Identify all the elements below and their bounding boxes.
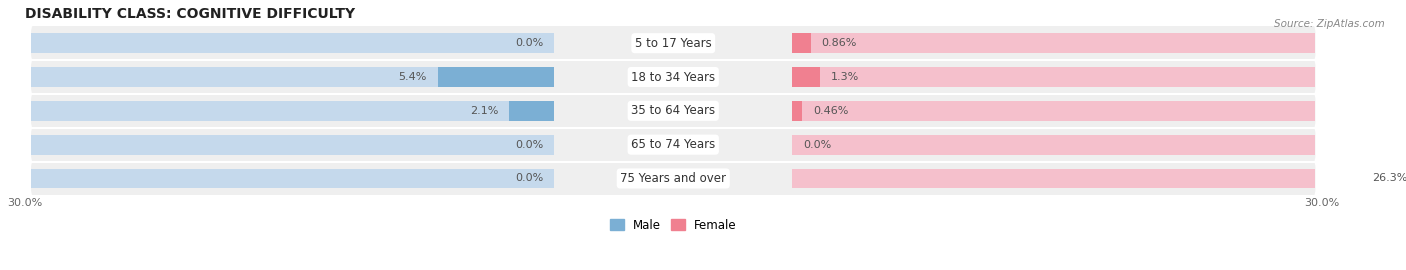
Text: 0.0%: 0.0% — [515, 140, 544, 150]
Text: DISABILITY CLASS: COGNITIVE DIFFICULTY: DISABILITY CLASS: COGNITIVE DIFFICULTY — [24, 7, 354, 21]
Bar — [792, 67, 820, 87]
Text: 1.3%: 1.3% — [831, 72, 859, 82]
FancyBboxPatch shape — [31, 23, 1316, 63]
Text: 75 Years and over: 75 Years and over — [620, 172, 727, 185]
Bar — [31, 67, 554, 87]
Bar — [792, 101, 801, 121]
Bar — [437, 67, 554, 87]
Bar — [792, 168, 1316, 188]
Text: 0.0%: 0.0% — [515, 38, 544, 48]
Bar — [792, 101, 1316, 121]
Text: Source: ZipAtlas.com: Source: ZipAtlas.com — [1274, 19, 1385, 29]
Text: 5.4%: 5.4% — [398, 72, 427, 82]
Text: 26.3%: 26.3% — [1372, 173, 1406, 184]
Bar — [792, 67, 1316, 87]
Text: 0.0%: 0.0% — [515, 173, 544, 184]
Bar — [31, 101, 554, 121]
Bar — [31, 33, 554, 53]
Text: 65 to 74 Years: 65 to 74 Years — [631, 138, 716, 151]
Bar — [792, 135, 1316, 155]
Bar — [31, 168, 554, 188]
Legend: Male, Female: Male, Female — [610, 219, 737, 232]
Text: 35 to 64 Years: 35 to 64 Years — [631, 104, 716, 117]
Text: 0.0%: 0.0% — [803, 140, 831, 150]
Bar — [509, 101, 554, 121]
Text: 0.46%: 0.46% — [813, 106, 848, 116]
Text: 18 to 34 Years: 18 to 34 Years — [631, 70, 716, 83]
Text: 5 to 17 Years: 5 to 17 Years — [636, 37, 711, 50]
FancyBboxPatch shape — [31, 158, 1316, 198]
Bar — [31, 135, 554, 155]
FancyBboxPatch shape — [31, 57, 1316, 97]
Bar — [792, 33, 1316, 53]
FancyBboxPatch shape — [31, 91, 1316, 131]
Bar — [792, 33, 811, 53]
Text: 2.1%: 2.1% — [470, 106, 498, 116]
Text: 0.86%: 0.86% — [821, 38, 856, 48]
FancyBboxPatch shape — [31, 125, 1316, 165]
